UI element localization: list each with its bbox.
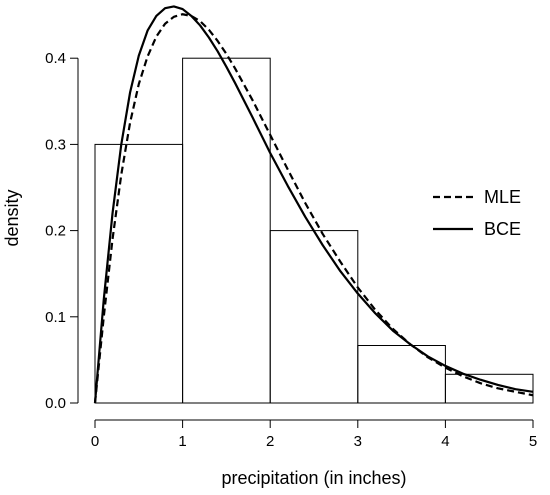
y-axis-title: density — [2, 189, 22, 246]
x-tick-label: 1 — [178, 433, 186, 450]
x-axis-title: precipitation (in inches) — [221, 468, 406, 488]
density-curves — [93, 5, 534, 404]
y-tick-label: 0.0 — [45, 395, 66, 412]
x-tick-label: 5 — [529, 433, 537, 450]
x-tick-label: 2 — [266, 433, 274, 450]
axes — [77, 58, 533, 421]
histogram-bar — [444, 373, 534, 404]
y-axis-ticks: 0.0 0.1 0.2 0.3 0.4 — [45, 50, 78, 412]
bce-legend-label: BCE — [484, 219, 521, 239]
legend: MLE BCE — [433, 187, 521, 239]
histogram-bar — [94, 143, 184, 404]
x-tick-label: 0 — [91, 433, 99, 450]
y-tick-label: 0.1 — [45, 309, 66, 326]
histogram-bars — [94, 57, 534, 404]
bce-density-curve — [93, 5, 534, 404]
mle-density-curve — [93, 13, 534, 404]
y-tick-label: 0.3 — [45, 136, 66, 153]
histogram-bar — [357, 345, 446, 404]
y-tick-label: 0.4 — [45, 50, 66, 67]
y-tick-label: 0.2 — [45, 223, 66, 240]
x-axis-ticks: 0 1 2 3 4 5 — [91, 420, 537, 450]
x-tick-label: 3 — [354, 433, 362, 450]
x-tick-label: 4 — [441, 433, 449, 450]
mle-legend-label: MLE — [484, 187, 521, 207]
histogram-bar — [269, 230, 359, 404]
